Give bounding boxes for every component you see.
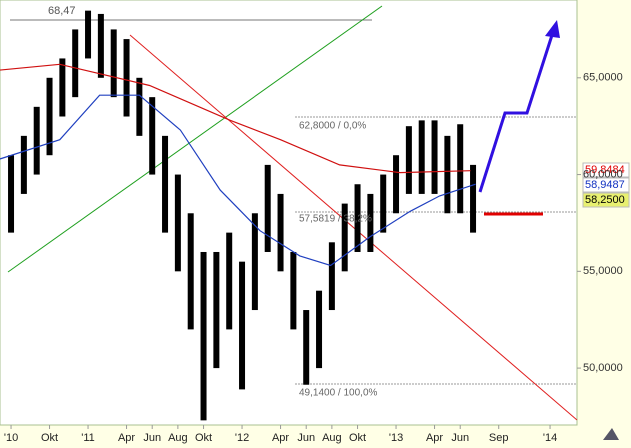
price-bars — [8, 10, 477, 421]
x-tick-label: '12 — [235, 432, 249, 444]
price-bar — [444, 135, 451, 214]
y-tick-label: 55,0000 — [583, 265, 623, 277]
price-bar — [277, 193, 284, 272]
x-tick-label: Jun — [297, 432, 315, 444]
annotation: 57,5819 / 38,2% — [299, 214, 372, 225]
y-tick-label: 50,0000 — [583, 362, 623, 374]
price-bar — [72, 29, 79, 98]
price-label: 59,8484 — [585, 164, 625, 176]
price-bar — [149, 97, 156, 175]
price-bar — [8, 155, 15, 233]
price-bar — [174, 174, 181, 272]
price-bar — [59, 58, 66, 117]
annotation: 62,8000 / 0,0% — [299, 121, 366, 132]
x-tick-label: Apr — [272, 432, 289, 444]
x-tick-label: '13 — [389, 432, 403, 444]
annotation: 49,1400 / 100,0% — [299, 388, 378, 399]
moving-average — [0, 94, 476, 267]
price-bar — [354, 184, 361, 252]
grid — [10, 77, 581, 429]
x-tick-label: '10 — [4, 432, 18, 444]
moving-average — [0, 63, 471, 174]
y-tick-label: 60,0000 — [583, 168, 623, 180]
price-bar — [187, 213, 194, 330]
price-bar — [20, 135, 27, 194]
price-bar — [431, 120, 438, 194]
x-tick-label: Jun — [143, 432, 161, 444]
price-bar — [85, 10, 92, 59]
price-bar — [239, 261, 246, 390]
price-bar — [367, 193, 374, 252]
x-tick-label: Apr — [426, 432, 443, 444]
price-label: 58,9487 — [585, 179, 625, 191]
x-tick-label: '14 — [543, 432, 557, 444]
price-bar — [418, 120, 425, 194]
trend-line — [7, 5, 383, 273]
price-bar — [162, 135, 169, 233]
price-bar — [46, 77, 53, 156]
price-bar — [328, 242, 335, 311]
price-bar — [123, 39, 130, 117]
price-bar — [264, 164, 271, 252]
price-bar — [303, 310, 310, 385]
trend-line — [129, 34, 578, 421]
y-tick-label: 65,0000 — [583, 72, 623, 84]
price-bar — [110, 29, 117, 98]
forecast-arrow — [478, 31, 555, 193]
price-labels: 59,8484 58,9487 58,2500 — [582, 162, 630, 208]
price-bar — [226, 232, 233, 330]
price-bar — [290, 251, 297, 330]
x-tick-label: Sep — [489, 432, 509, 444]
x-tick-label: Okt — [195, 432, 212, 444]
price-bar — [341, 203, 348, 272]
price-bar — [213, 251, 220, 369]
x-tick-label: Okt — [41, 432, 58, 444]
price-bar — [136, 77, 143, 136]
arrow-head — [545, 20, 560, 38]
price-bar — [393, 155, 400, 214]
price-bar — [380, 174, 387, 233]
price-bar — [33, 106, 40, 175]
price-bar — [97, 13, 104, 78]
price-bar — [457, 124, 464, 214]
price-bar — [200, 251, 207, 421]
moving-averages — [0, 63, 476, 267]
price-label-box — [582, 162, 630, 178]
price-label: 58,2500 — [585, 194, 625, 206]
x-tick-label: Okt — [349, 432, 366, 444]
price-bar — [251, 213, 258, 311]
corner-icon — [603, 428, 619, 440]
x-tick-label: Aug — [322, 432, 342, 444]
x-tick-label: Apr — [118, 432, 135, 444]
price-label-box — [582, 177, 630, 193]
x-tick-label: Jun — [451, 432, 469, 444]
annotation: 68,47 — [48, 5, 76, 17]
plot-area — [0, 0, 578, 426]
price-bar — [470, 164, 477, 233]
price-label-box — [582, 192, 630, 208]
x-tick-label: Aug — [168, 432, 188, 444]
x-tick-label: '11 — [81, 432, 95, 444]
price-bar — [316, 290, 323, 369]
price-bar — [405, 126, 412, 194]
